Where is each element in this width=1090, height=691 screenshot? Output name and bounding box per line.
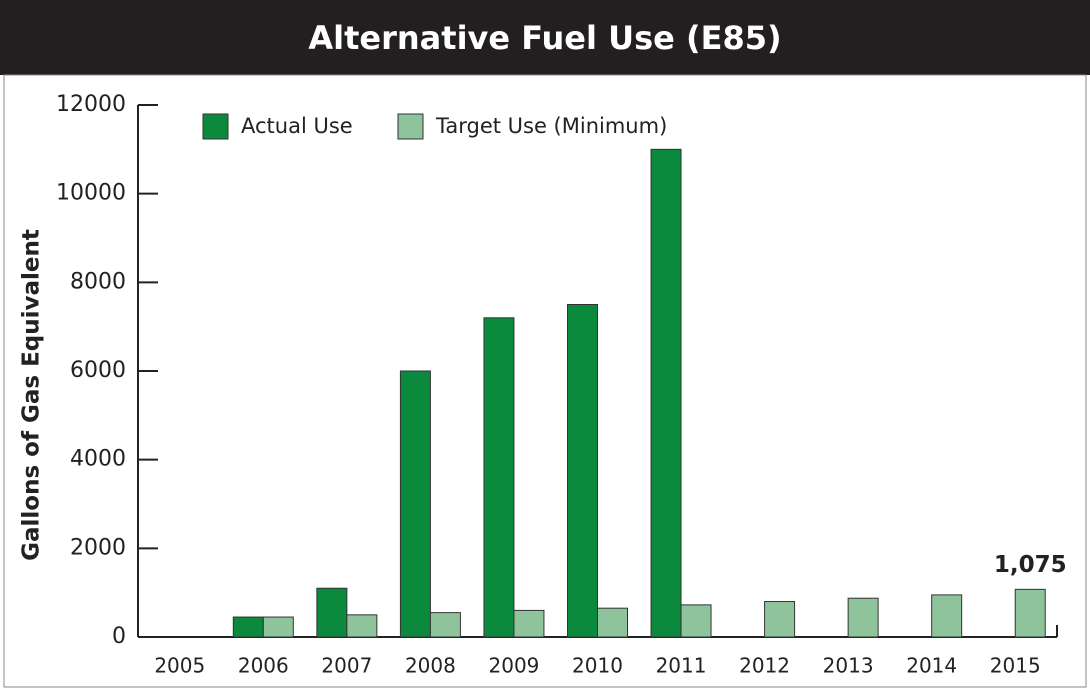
legend-swatch — [202, 113, 229, 140]
legend-label: Target Use (Minimum) — [435, 114, 667, 138]
bar — [346, 614, 378, 638]
x-tick-label: 2008 — [405, 654, 456, 678]
bar — [513, 609, 545, 638]
x-tick-label: 2005 — [154, 654, 205, 678]
x-tick-label: 2014 — [906, 654, 957, 678]
y-tick-label: 10000 — [56, 181, 126, 206]
legend-swatch — [397, 113, 424, 140]
bar — [567, 304, 598, 638]
chart-title: Alternative Fuel Use (E85) — [308, 19, 781, 57]
x-tick-label: 2006 — [238, 654, 289, 678]
bar — [764, 601, 796, 638]
bar — [483, 317, 515, 638]
x-tick-label: 2013 — [823, 654, 874, 678]
plot-frame — [3, 74, 1087, 688]
y-tick-label: 6000 — [70, 358, 126, 383]
bar — [1014, 588, 1046, 638]
title-bar — [0, 0, 1090, 75]
bar — [650, 148, 682, 638]
x-tick-label: 2015 — [990, 654, 1041, 678]
bar — [429, 612, 461, 638]
legend-label: Actual Use — [241, 114, 353, 138]
bar — [847, 597, 879, 638]
x-tick-label: 2010 — [572, 654, 623, 678]
bar — [262, 616, 294, 638]
bar — [232, 616, 264, 638]
y-tick-label: 0 — [112, 624, 126, 649]
x-tick-label: 2012 — [739, 654, 790, 678]
bar — [316, 587, 348, 638]
y-axis-label: Gallons of Gas Equivalent — [19, 229, 45, 561]
x-tick-label: 2007 — [321, 654, 372, 678]
bar — [399, 370, 431, 638]
data-label: 1,075 — [994, 552, 1067, 578]
x-tick-label: 2009 — [489, 654, 540, 678]
x-tick-label: 2011 — [656, 654, 707, 678]
bar — [931, 594, 963, 638]
y-tick-label: 4000 — [70, 447, 126, 472]
y-tick-label: 12000 — [56, 92, 126, 117]
y-tick-label: 8000 — [70, 269, 126, 294]
bar — [597, 607, 628, 638]
bar — [680, 604, 712, 638]
y-tick-label: 2000 — [70, 535, 126, 560]
